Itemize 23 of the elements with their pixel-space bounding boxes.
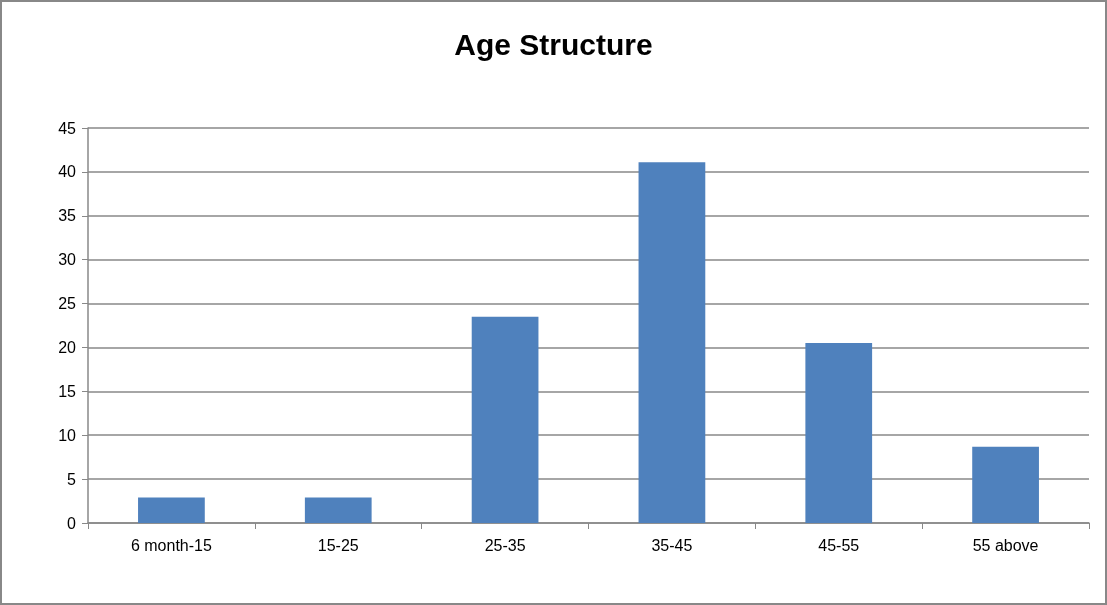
bar [138,497,205,523]
y-tick-label: 35 [58,207,77,225]
x-tick-label: 6 month-15 [130,536,212,554]
y-tick-label: 25 [58,295,77,313]
x-tick-label: 35-45 [651,536,693,554]
y-tick-label: 0 [67,514,77,532]
y-tick-label: 40 [58,163,77,181]
x-tick-label: 25-35 [484,536,526,554]
y-tick-label: 45 [58,119,77,137]
bar [304,497,372,523]
x-tick-label: 45-55 [818,536,860,554]
y-tick-label: 5 [67,470,77,488]
y-tick-label: 30 [58,251,77,269]
y-tick-label: 15 [58,382,77,400]
x-tick-label: 15-25 [317,536,359,554]
y-tick-label: 10 [58,426,77,444]
chart-title: Age Structure [454,27,653,61]
bar [972,446,1039,523]
y-tick-label: 20 [58,338,77,356]
bar [805,343,873,523]
bar [638,162,706,523]
bar [471,316,539,523]
x-tick-label: 55 above [972,536,1039,554]
